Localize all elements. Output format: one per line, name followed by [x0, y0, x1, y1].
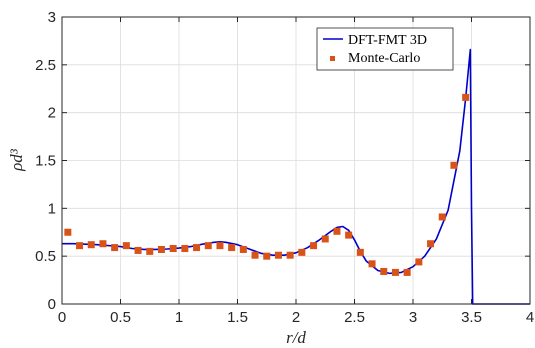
monte-carlo-point [239, 245, 247, 253]
x-tick-label: 4 [526, 309, 534, 326]
monte-carlo-point [403, 268, 411, 276]
legend: DFT-FMT 3D Monte-Carlo [316, 27, 454, 71]
monte-carlo-point [321, 235, 329, 243]
y-tick-label: 1.5 [35, 153, 56, 170]
monte-carlo-point [310, 242, 318, 250]
monte-carlo-point [462, 93, 470, 101]
x-ticks: 0 0.5 1 1.5 2 2.5 3 3.5 4 [58, 17, 534, 326]
x-tick-label: 1 [175, 309, 183, 326]
monte-carlo-point [427, 240, 435, 248]
monte-carlo-point [251, 251, 259, 259]
y-tick-label: 3 [48, 9, 56, 26]
monte-carlo-point [122, 242, 130, 250]
monte-carlo-point [356, 248, 364, 256]
monte-carlo-point [193, 244, 201, 252]
monte-carlo-point [169, 245, 177, 253]
monte-carlo-point [450, 161, 458, 169]
monte-carlo-point [438, 213, 446, 221]
monte-carlo-point [64, 228, 72, 236]
y-axis-label: ρd³ [7, 148, 26, 172]
x-tick-label: 0.5 [110, 309, 131, 326]
legend-square-marker [330, 56, 335, 61]
monte-carlo-point [391, 268, 399, 276]
plot-frame [61, 16, 531, 305]
x-tick-label: 2 [292, 309, 300, 326]
monte-carlo-point [298, 248, 306, 256]
monte-carlo-point [87, 241, 95, 249]
monte-carlo-point [286, 251, 294, 259]
x-axis-label: r/d [286, 328, 306, 347]
y-tick-label: 2 [48, 105, 56, 122]
legend-box [316, 27, 454, 71]
x-tick-label: 3.5 [461, 309, 482, 326]
y-tick-label: 0 [48, 296, 56, 313]
monte-carlo-point [111, 244, 119, 252]
monte-carlo-point [368, 260, 376, 268]
monte-carlo-point [204, 242, 212, 250]
x-tick-label: 1.5 [227, 309, 248, 326]
monte-carlo-point [216, 242, 224, 250]
monte-carlo-point [345, 231, 353, 239]
y-ticks: 0 0.5 1 1.5 2 2.5 3 [35, 9, 530, 313]
x-tick-label: 2.5 [344, 309, 365, 326]
monte-carlo-point [134, 246, 142, 254]
monte-carlo-point [146, 247, 154, 255]
y-tick-label: 2.5 [35, 57, 56, 74]
monte-carlo-point [263, 252, 271, 260]
monte-carlo-point [228, 244, 236, 252]
legend-label-mc: Monte-Carlo [348, 51, 420, 66]
monte-carlo-point [181, 245, 189, 253]
monte-carlo-point [333, 227, 341, 235]
y-tick-label: 0.5 [35, 248, 56, 265]
monte-carlo-point [415, 258, 423, 266]
y-tick-label: 1 [48, 200, 56, 217]
x-tick-label: 0 [58, 309, 66, 326]
series-layer [62, 48, 530, 305]
monte-carlo-point [76, 242, 84, 250]
legend-label-dft: DFT-FMT 3D [348, 33, 427, 48]
x-tick-label: 3 [409, 309, 417, 326]
monte-carlo-point [274, 251, 282, 259]
monte-carlo-point [157, 245, 165, 253]
monte-carlo-point [380, 267, 388, 275]
monte-carlo-point [99, 240, 107, 248]
